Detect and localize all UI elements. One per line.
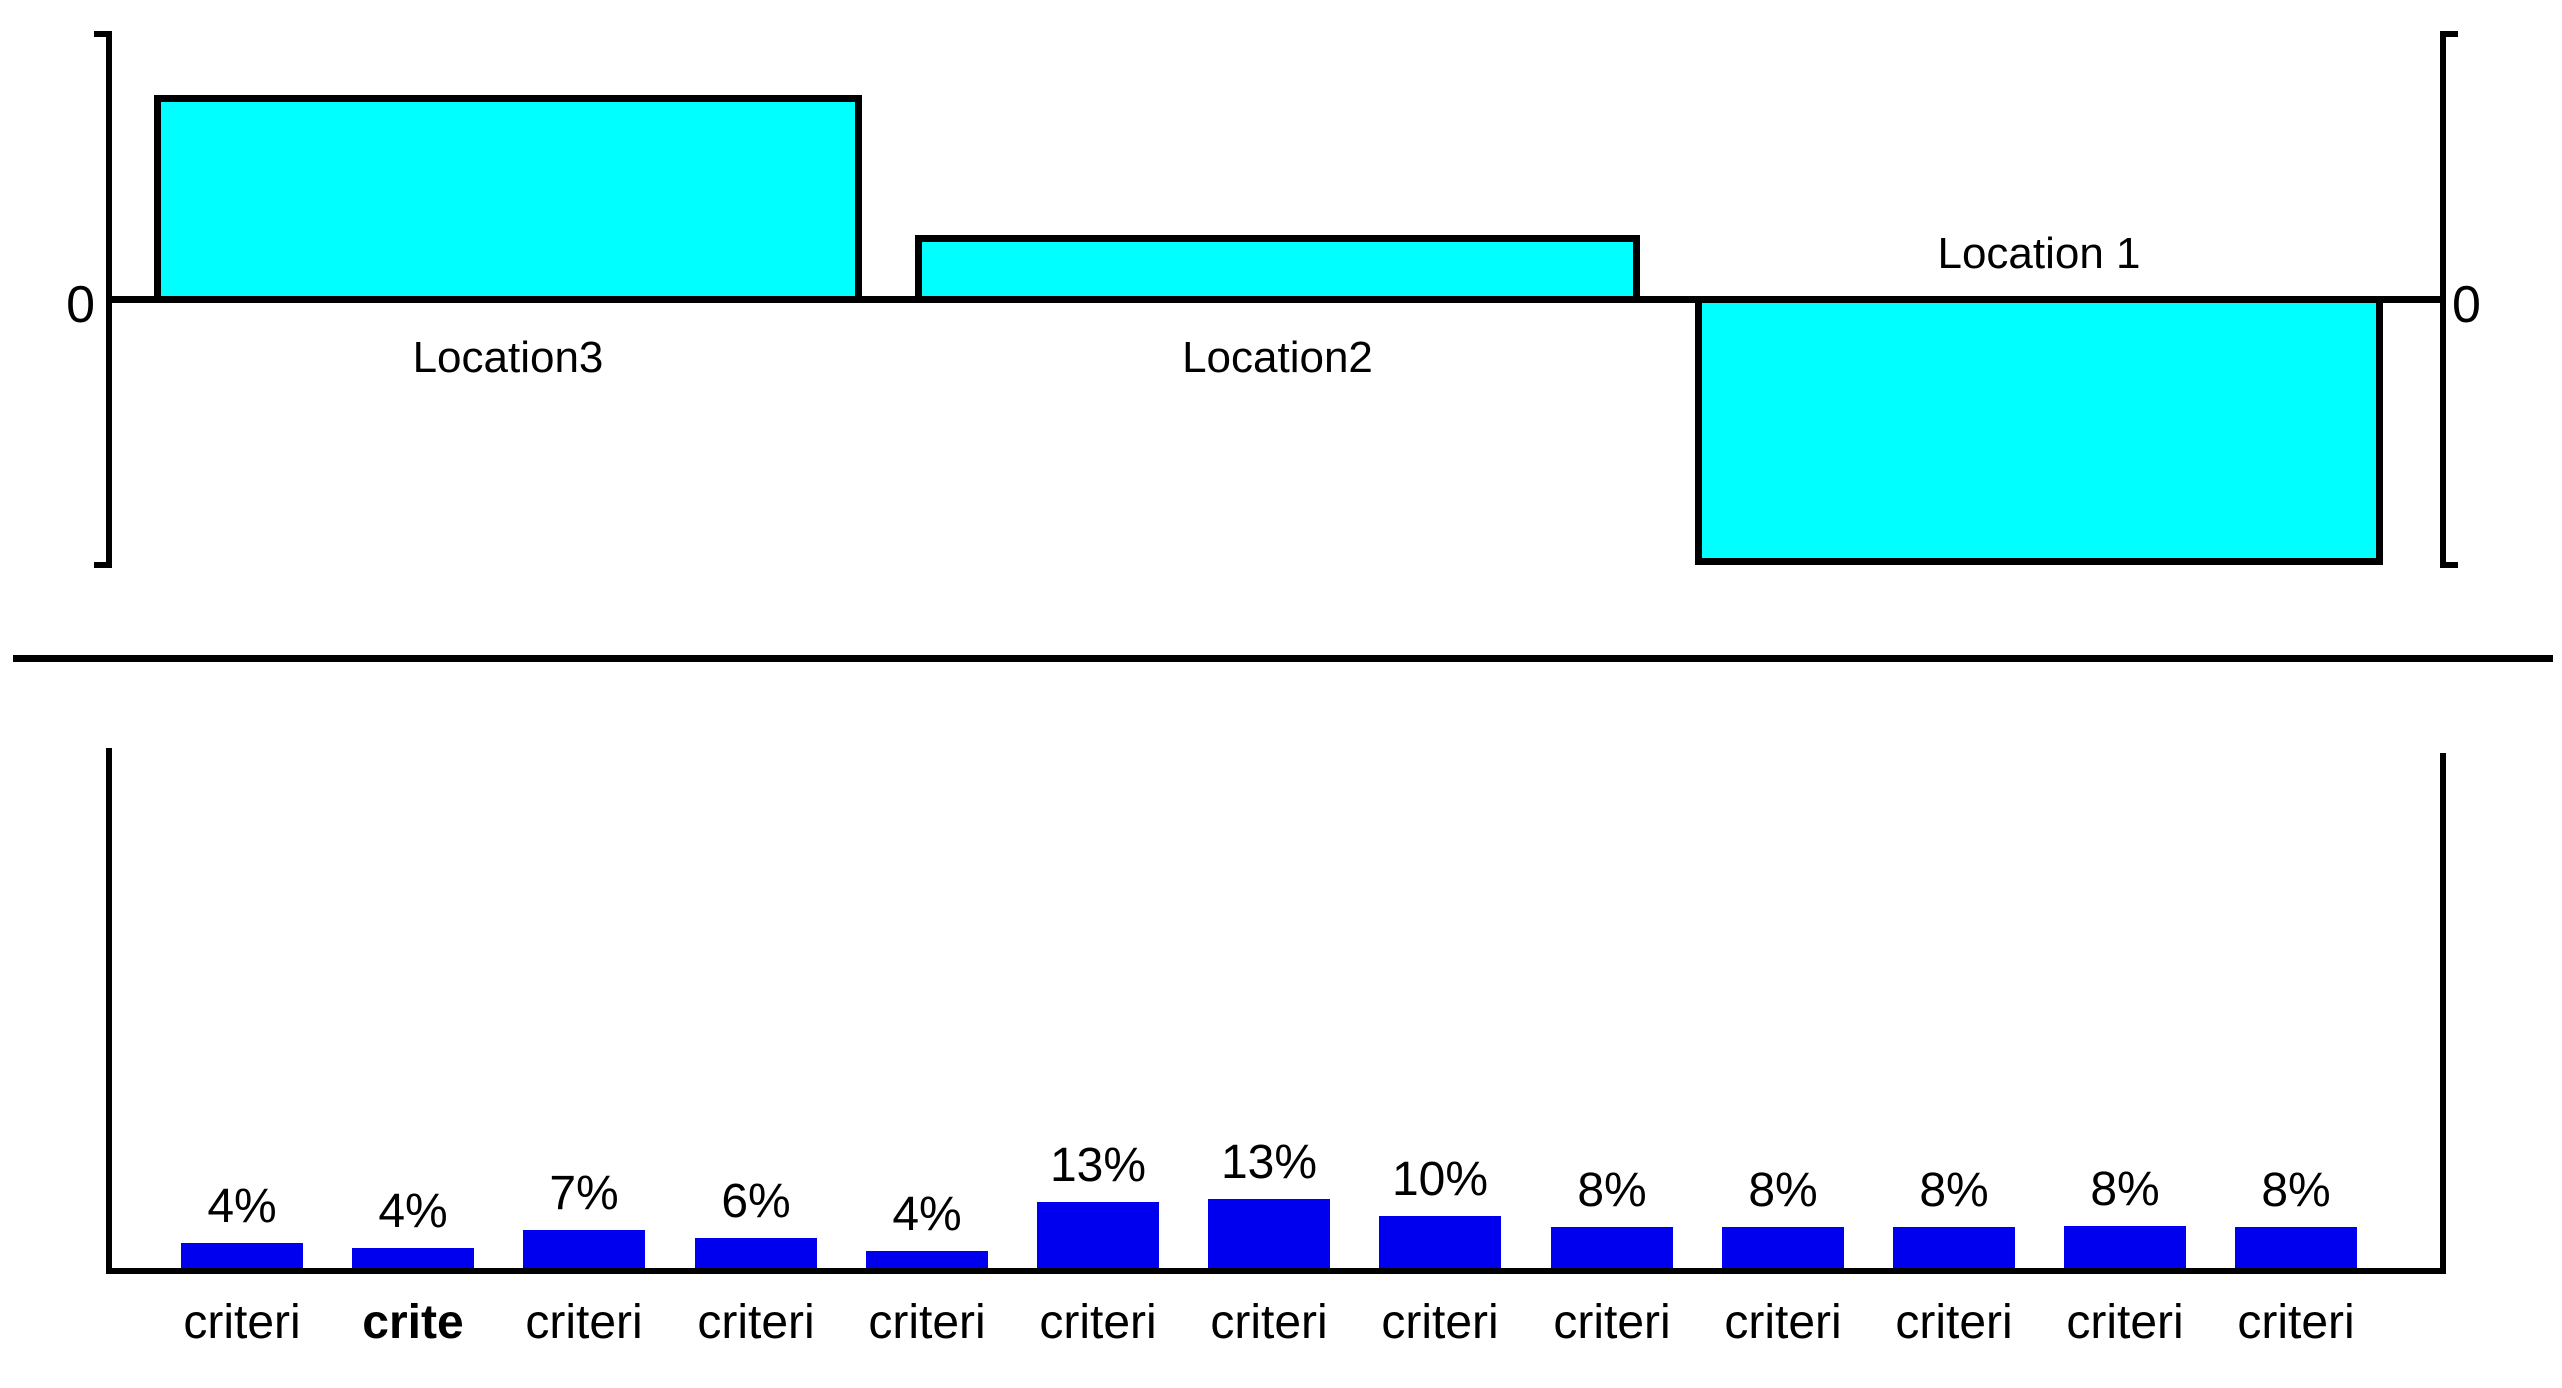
bottom-bar-value-label-13: 8% bbox=[2261, 1164, 2331, 1217]
top-right-axis-bottom-tick bbox=[2446, 562, 2458, 568]
bottom-bar-value-label-7: 13% bbox=[1220, 1136, 1318, 1189]
bottom-bar-category-label-1: criteri bbox=[183, 1296, 301, 1349]
bottom-bar-category-label-6: criteri bbox=[1039, 1296, 1157, 1349]
bottom-bar-3 bbox=[523, 1230, 645, 1268]
bottom-bar-category-label-8: criteri bbox=[1381, 1296, 1499, 1349]
bottom-bar-6 bbox=[1037, 1202, 1159, 1268]
bottom-bar-value-label-3: 7% bbox=[549, 1167, 619, 1220]
top-right-axis-top-tick bbox=[2446, 31, 2458, 37]
top-bar-location2 bbox=[915, 235, 1640, 303]
bottom-bar-8 bbox=[1379, 1216, 1501, 1268]
bottom-bar-category-label-3: criteri bbox=[525, 1296, 643, 1349]
bottom-bar-value-label-1: 4% bbox=[207, 1180, 277, 1233]
bottom-bar-4 bbox=[695, 1238, 817, 1268]
bottom-bar-value-label-8: 10% bbox=[1391, 1153, 1489, 1206]
bottom-bar-2 bbox=[352, 1248, 474, 1268]
top-bar-location3 bbox=[154, 95, 862, 303]
top-right-axis-zero-label: 0 bbox=[2452, 276, 2482, 334]
bottom-bar-category-label-11: criteri bbox=[1895, 1296, 2013, 1349]
bottom-bar-category-label-4: criteri bbox=[697, 1296, 815, 1349]
bottom-chart-baseline bbox=[106, 1268, 2446, 1274]
top-left-axis-top-tick bbox=[94, 31, 106, 37]
bottom-bar-10 bbox=[1722, 1227, 1844, 1268]
section-divider-line bbox=[13, 655, 2553, 662]
bottom-bar-value-label-6: 13% bbox=[1049, 1139, 1147, 1192]
bottom-bar-value-label-2: 4% bbox=[378, 1185, 448, 1238]
bottom-bar-value-label-5: 4% bbox=[892, 1188, 962, 1241]
top-bar-category-label-location3: Location3 bbox=[412, 333, 604, 382]
bottom-bar-value-label-4: 6% bbox=[721, 1175, 791, 1228]
bottom-bar-13 bbox=[2235, 1227, 2357, 1268]
bottom-bar-category-label-9: criteri bbox=[1553, 1296, 1671, 1349]
bottom-bar-category-label-2: crite bbox=[362, 1296, 464, 1349]
bottom-bar-value-label-9: 8% bbox=[1577, 1164, 1647, 1217]
bottom-bar-5 bbox=[866, 1251, 988, 1268]
bottom-bar-11 bbox=[1893, 1227, 2015, 1268]
top-bar-category-label-location-1: Location 1 bbox=[1937, 229, 2141, 278]
bottom-bar-category-label-13: criteri bbox=[2237, 1296, 2355, 1349]
bottom-bar-1 bbox=[181, 1243, 303, 1268]
bottom-right-axis-line bbox=[2440, 753, 2446, 1274]
bottom-left-axis-line bbox=[106, 748, 112, 1274]
top-bar-location-1 bbox=[1695, 296, 2383, 565]
top-bar-category-label-location2: Location2 bbox=[1182, 333, 1373, 382]
top-left-axis-bottom-tick bbox=[94, 562, 106, 568]
bottom-bar-value-label-12: 8% bbox=[2090, 1163, 2160, 1216]
bottom-bar-category-label-5: criteri bbox=[868, 1296, 986, 1349]
bottom-bar-9 bbox=[1551, 1227, 1673, 1268]
bottom-bar-12 bbox=[2064, 1226, 2186, 1268]
top-left-axis-zero-label: 0 bbox=[66, 276, 96, 334]
bottom-bar-7 bbox=[1208, 1199, 1330, 1268]
bottom-bar-category-label-7: criteri bbox=[1210, 1296, 1328, 1349]
bottom-bar-category-label-10: criteri bbox=[1724, 1296, 1842, 1349]
bottom-bar-value-label-11: 8% bbox=[1919, 1164, 1989, 1217]
bottom-bar-value-label-10: 8% bbox=[1748, 1164, 1818, 1217]
bottom-bar-category-label-12: criteri bbox=[2066, 1296, 2184, 1349]
